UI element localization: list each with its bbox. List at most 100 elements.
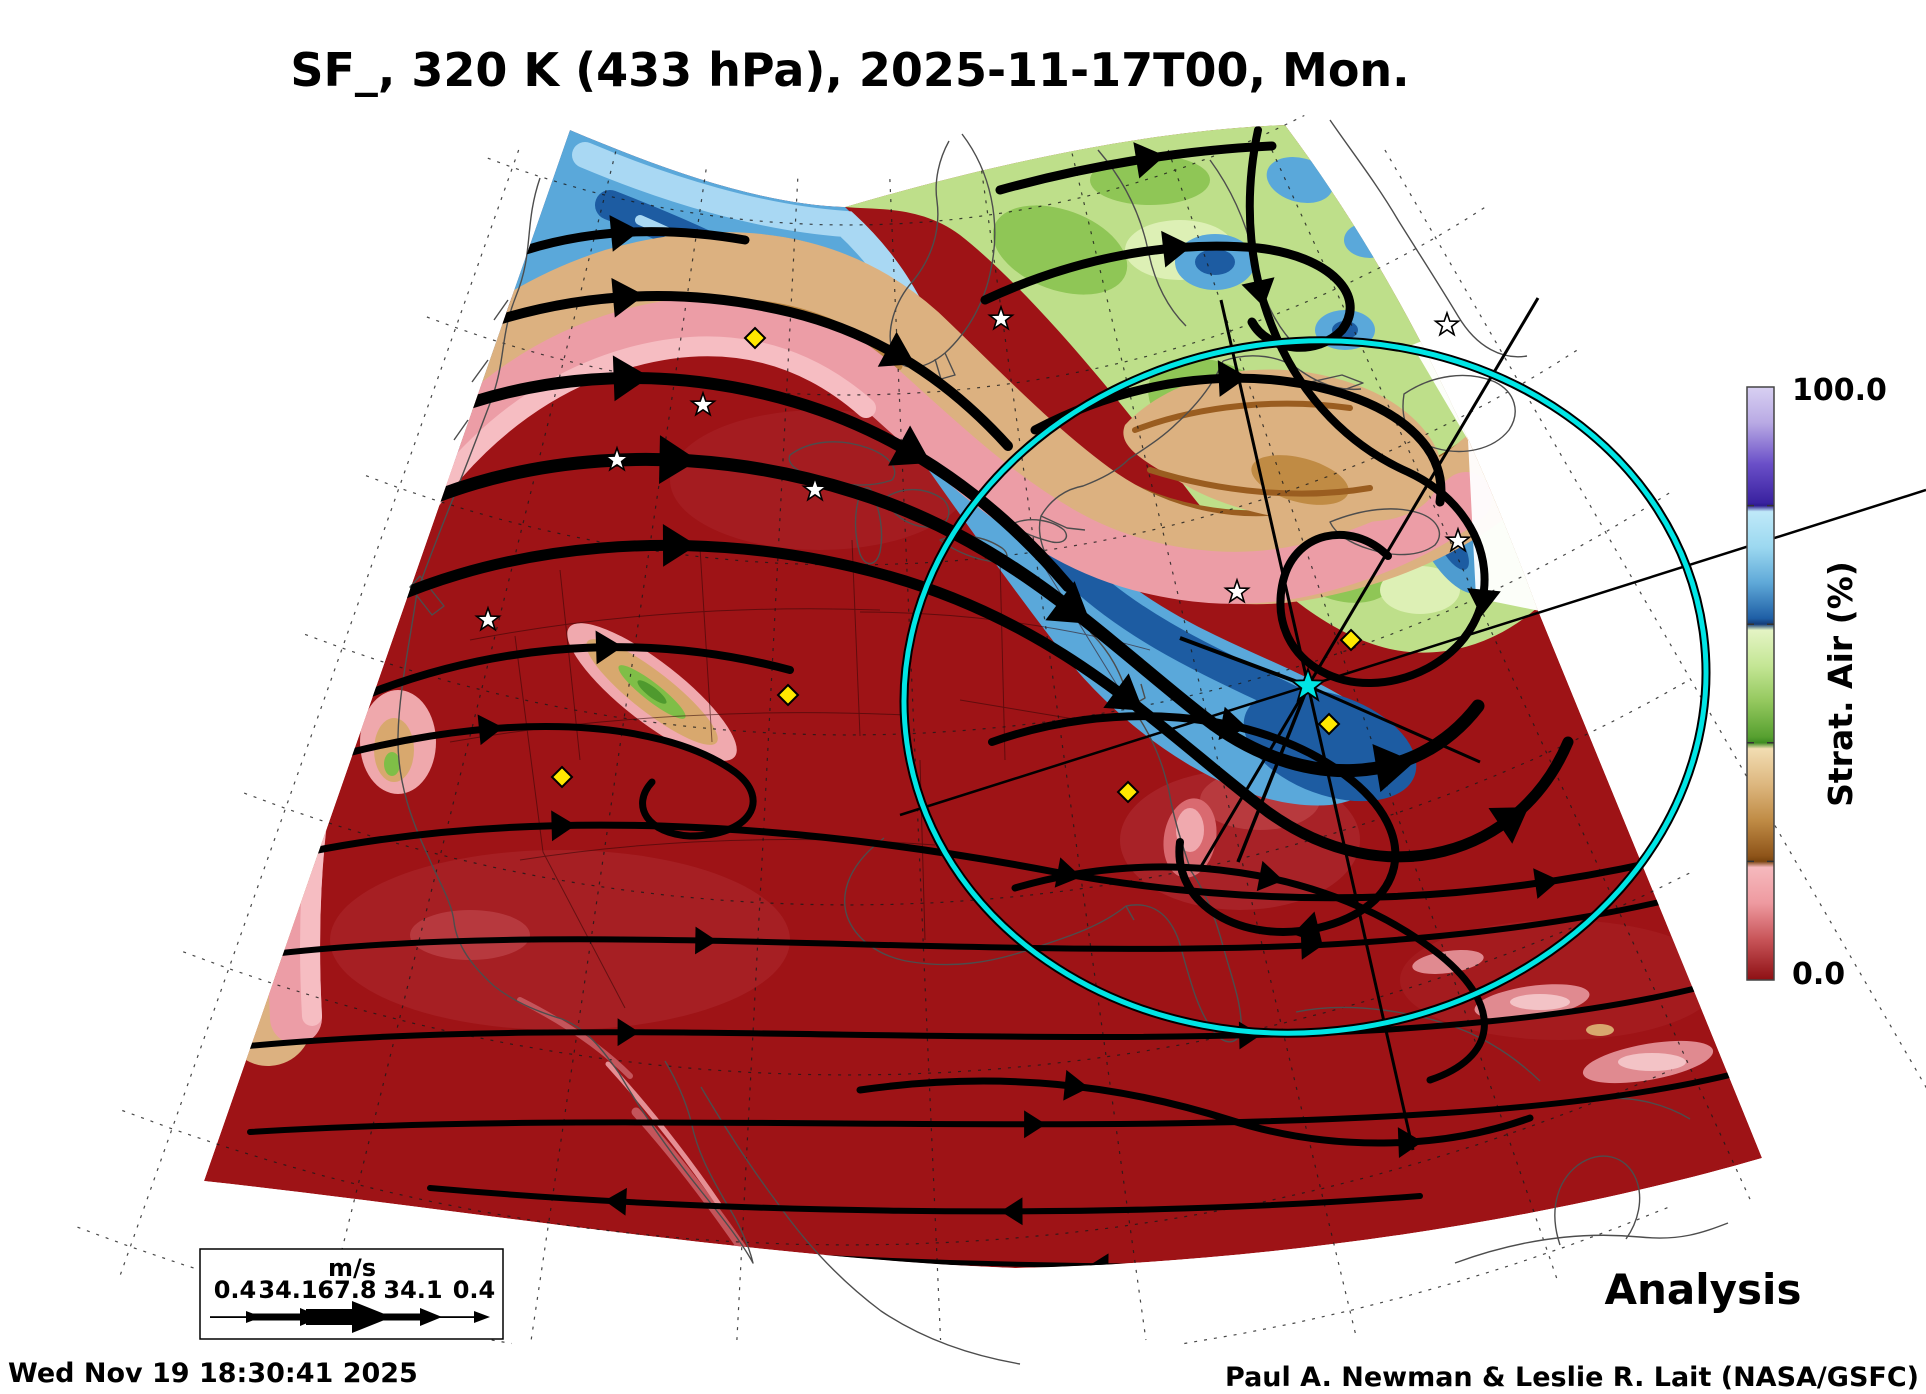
- arrowhead-icon: [888, 425, 931, 466]
- mexico-south-coast: [1454, 1222, 1729, 1264]
- lake-huron: [887, 489, 950, 528]
- arrowhead-icon: [1256, 860, 1284, 892]
- streamline: [258, 821, 1709, 902]
- meridian-line: [320, 151, 617, 1336]
- gulf-east-coast: [844, 360, 1242, 1043]
- wind-legend-value: 0.4: [214, 1276, 257, 1304]
- cyan-star-marker: [1289, 666, 1327, 702]
- streamline: [392, 372, 1074, 592]
- arrowhead-icon: [1054, 857, 1082, 888]
- diamond-marker: [1317, 712, 1341, 736]
- diamond-marker: [1339, 628, 1363, 652]
- arrowhead-icon: [659, 435, 699, 484]
- parallel-line: [487, 114, 1305, 226]
- arrowhead-icon: [1218, 706, 1248, 741]
- parallel-line: [77, 1205, 1672, 1345]
- mexico-mainland: [700, 1086, 1021, 1365]
- parallel-line: [365, 347, 1581, 566]
- parallel-line: [426, 204, 1489, 396]
- wind-legend-barb: [210, 1301, 490, 1333]
- trajectory-line: [1219, 299, 1415, 1151]
- meridian-line: [981, 170, 1147, 1341]
- arrowhead-icon: [1217, 360, 1248, 397]
- coast-islands: [409, 299, 509, 616]
- streamline: [856, 1077, 1534, 1147]
- streamline: [237, 875, 1751, 961]
- st-lawrence: [1222, 355, 1362, 391]
- footer-credit: Paul A. Newman & Leslie R. Lait (NASA/GS…: [1225, 1362, 1919, 1393]
- arrowhead-icon: [477, 714, 504, 746]
- arrowhead-icon: [604, 1187, 627, 1216]
- streamline: [427, 1185, 1423, 1215]
- wind-legend-unit: m/s: [328, 1254, 376, 1282]
- analysis-label: Analysis: [1605, 1265, 1802, 1314]
- lake-ontario: [1011, 519, 1068, 544]
- arrowhead-icon: [1045, 581, 1091, 624]
- diamond-marker: [1116, 780, 1140, 804]
- arrowhead-icon: [1467, 588, 1501, 617]
- streamline-arrowheads: [477, 142, 1560, 1268]
- map-data-region: [204, 125, 1762, 1268]
- arrowhead-icon: [1161, 230, 1193, 268]
- star-marker: [1444, 526, 1472, 553]
- streamline: [1011, 863, 1488, 1084]
- arrowhead-icon: [617, 1018, 640, 1047]
- coastlines: [397, 119, 1729, 1365]
- star-marker: [1433, 310, 1461, 337]
- streamline: [247, 1055, 1762, 1135]
- star-marker: [603, 445, 631, 472]
- arrowhead-icon: [1024, 1110, 1046, 1139]
- sierra-sliver: [567, 623, 737, 761]
- streamline: [306, 643, 794, 724]
- colorbar-ticks: [1747, 504, 1774, 863]
- diamond-marker: [550, 765, 574, 789]
- star-marker: [1223, 577, 1251, 604]
- colorbar-max-label: 100.0: [1792, 373, 1887, 408]
- arrowhead-icon: [1488, 807, 1529, 844]
- meridian-line: [1271, 149, 1753, 1204]
- streamline: [988, 712, 1400, 936]
- star-marker: [987, 304, 1015, 331]
- meridian-line: [1071, 153, 1358, 1340]
- diamond-marker: [776, 683, 800, 707]
- nova-scotia: [1329, 508, 1440, 556]
- state-borders: [449, 539, 1151, 1009]
- markers: [474, 304, 1472, 804]
- streamline: [980, 241, 1355, 352]
- arrowhead-icon: [1241, 277, 1275, 307]
- star-marker: [801, 475, 829, 502]
- labrador-coast: [1329, 119, 1528, 358]
- arrowhead-icon: [1063, 1069, 1089, 1101]
- cuba: [1295, 1006, 1541, 1082]
- trajectory-line: [1197, 297, 1540, 871]
- arrowhead-icon: [662, 523, 697, 567]
- arrowhead-icon: [1372, 744, 1415, 793]
- arrowhead-icon: [611, 278, 645, 318]
- star-marker: [689, 390, 717, 417]
- streamline: [225, 962, 1762, 1051]
- graticule: [77, 114, 1926, 1345]
- arrowhead-icon: [609, 215, 641, 252]
- colorbar-min-label: 0.0: [1792, 957, 1845, 992]
- page-title: SF_, 320 K (433 hPa), 2025-11-17T00, Mon…: [290, 43, 1409, 97]
- colorbar: 100.0 0.0 Strat. Air (%): [1746, 373, 1887, 992]
- arrowhead-icon: [1533, 868, 1560, 899]
- star-marker: [474, 605, 502, 632]
- arrowhead-icon: [1133, 142, 1165, 179]
- arrowhead-icon: [695, 926, 718, 955]
- wind-legend: m/s 0.4 34.1 67.8 34.1 0.4: [199, 1248, 504, 1340]
- meridian-line: [1384, 149, 1926, 1089]
- right-edge-notch: [1412, 333, 1545, 612]
- yucatan: [1554, 1155, 1641, 1246]
- trajectory-line: [1236, 685, 1310, 863]
- colorbar-bar: [1746, 386, 1775, 981]
- arrowhead-icon: [1292, 911, 1323, 945]
- meridian-line: [889, 179, 942, 1341]
- streamline: [324, 539, 1574, 863]
- wind-legend-value: 34.1: [383, 1276, 442, 1304]
- meridian-line: [530, 169, 707, 1341]
- streamlines: [225, 126, 1762, 1268]
- diamond-marker: [743, 326, 767, 350]
- pacific-coast: [397, 591, 620, 1074]
